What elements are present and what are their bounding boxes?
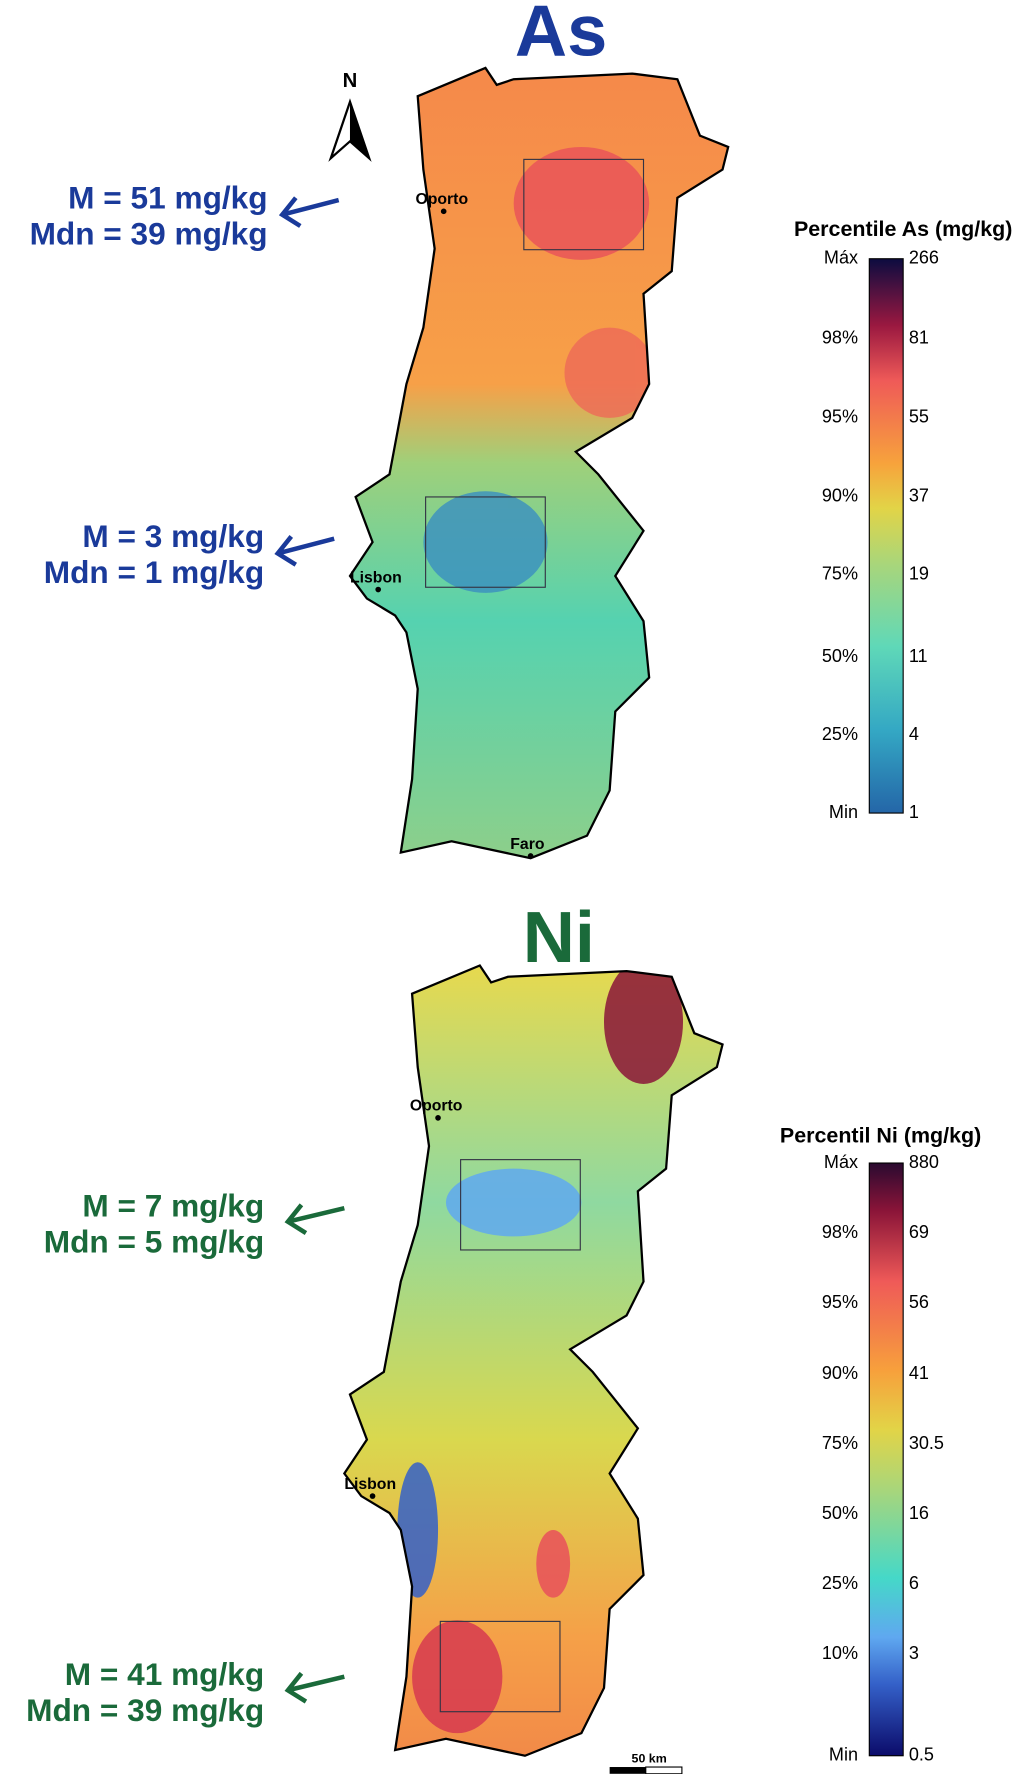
legend-percentile: 50%: [822, 646, 858, 666]
city-dot: [441, 208, 447, 214]
city-dot: [528, 853, 534, 859]
legend-value: 880: [909, 1152, 939, 1172]
stat-median: Mdn = 39 mg/kg: [26, 1692, 264, 1728]
city-label: Oporto: [410, 1098, 463, 1115]
legend-percentile: 10%: [822, 1643, 858, 1663]
legend-percentile: 50%: [822, 1503, 858, 1523]
legend-value: 1: [909, 802, 919, 822]
legend-percentile: 98%: [822, 328, 858, 348]
stat-median: Mdn = 39 mg/kg: [30, 215, 268, 251]
legend-value: 55: [909, 407, 929, 427]
legend-percentile: 75%: [822, 1433, 858, 1453]
legend-percentile: 90%: [822, 1363, 858, 1383]
legend-percentile: Máx: [824, 247, 858, 267]
legend-title: Percentil Ni (mg/kg): [780, 1124, 981, 1148]
legend-value: 56: [909, 1292, 929, 1312]
arrows: [278, 198, 345, 1702]
stat-median: Mdn = 5 mg/kg: [44, 1224, 264, 1260]
city-dot: [435, 1115, 441, 1121]
legend-percentile: 95%: [822, 407, 858, 427]
city-dot: [375, 587, 381, 593]
stat-mean: M = 41 mg/kg: [65, 1656, 264, 1692]
legend-value: 41: [909, 1363, 929, 1383]
legend-value: 69: [909, 1222, 929, 1242]
as-colorbar: [869, 259, 903, 813]
legend-value: 19: [909, 564, 929, 584]
stat-median: Mdn = 1 mg/kg: [44, 554, 264, 590]
legend-percentile: Min: [829, 802, 858, 822]
legend-value: 37: [909, 486, 929, 506]
north-label: N: [343, 70, 358, 92]
legend-value: 81: [909, 328, 929, 348]
legend-title: Percentile As (mg/kg): [794, 217, 1012, 241]
ni-map: [344, 960, 722, 1756]
legend-value: 266: [909, 247, 939, 267]
legend-percentile: 95%: [822, 1292, 858, 1312]
legend-percentile: 75%: [822, 564, 858, 584]
as-map: [350, 68, 728, 858]
legend-value: 11: [909, 646, 928, 666]
legend-percentile: Min: [829, 1745, 858, 1765]
city-dot: [370, 1493, 376, 1499]
legend-percentile: 25%: [822, 1573, 858, 1593]
stat-mean: M = 3 mg/kg: [82, 518, 264, 554]
figure: N 50 km AsM = 51 mg/kgMdn = 39 mg/kgM = …: [0, 0, 1033, 1774]
ni-colorbar: [869, 1163, 903, 1756]
stat-mean: M = 51 mg/kg: [68, 179, 267, 215]
city-label: Faro: [510, 836, 545, 853]
legend-value: 4: [909, 724, 919, 744]
legend-percentile: 25%: [822, 724, 858, 744]
stat-mean: M = 7 mg/kg: [82, 1188, 264, 1224]
legend-value: 3: [909, 1643, 919, 1663]
map-title: As: [515, 0, 607, 71]
legend-percentile: 90%: [822, 486, 858, 506]
city-label: Lisbon: [344, 1476, 396, 1493]
city-label: Oporto: [415, 191, 468, 208]
city-label: Lisbon: [350, 569, 402, 586]
legend-value: 16: [909, 1503, 929, 1523]
legend-percentile: 98%: [822, 1222, 858, 1242]
scale-label: 50 km: [632, 1751, 667, 1765]
legend-value: 0.5: [909, 1745, 934, 1765]
legend-percentile: Máx: [824, 1152, 858, 1172]
legend-value: 30.5: [909, 1433, 944, 1453]
map-title: Ni: [523, 898, 595, 978]
legend-value: 6: [909, 1573, 919, 1593]
